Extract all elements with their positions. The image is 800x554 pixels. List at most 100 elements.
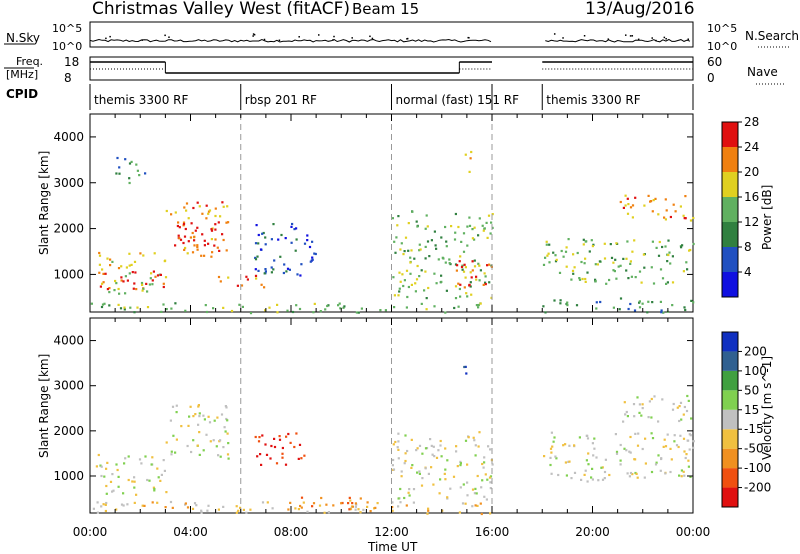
range-cell bbox=[445, 289, 448, 292]
range-cell bbox=[264, 309, 267, 312]
range-cell bbox=[435, 456, 439, 459]
range-cell bbox=[366, 505, 369, 508]
range-cell bbox=[98, 271, 101, 274]
range-cell bbox=[565, 246, 568, 249]
range-cell bbox=[491, 463, 494, 466]
range-cell bbox=[165, 308, 168, 311]
range-cell bbox=[592, 243, 595, 246]
range-cell bbox=[545, 243, 548, 246]
range-cell bbox=[612, 261, 615, 264]
power-ylabel: Slant Range [km] bbox=[37, 151, 51, 255]
range-cell bbox=[133, 501, 136, 504]
range-cell bbox=[593, 437, 596, 440]
time-axis-ticks: 00:00 04:00 08:00 12:00 16:00 20:00 00:00 bbox=[73, 525, 711, 539]
range-cell bbox=[393, 294, 396, 297]
colorbar-tick-label: 8 bbox=[744, 240, 752, 254]
range-cell bbox=[187, 217, 190, 220]
range-cell bbox=[636, 476, 639, 479]
range-cell bbox=[565, 474, 568, 477]
velocity-ylabel: Slant Range [km] bbox=[37, 354, 51, 458]
range-cell bbox=[623, 401, 626, 404]
range-cell bbox=[198, 431, 201, 434]
range-cell bbox=[491, 213, 494, 216]
range-cell bbox=[403, 496, 406, 500]
range-cell bbox=[596, 263, 599, 266]
range-cell bbox=[407, 249, 410, 252]
range-cell bbox=[684, 456, 687, 460]
range-cell bbox=[136, 169, 139, 172]
range-cell bbox=[154, 275, 157, 278]
range-cell bbox=[230, 309, 234, 313]
range-cell bbox=[689, 475, 692, 478]
y-tick-label: 3000 bbox=[53, 176, 84, 190]
range-cell bbox=[638, 301, 641, 304]
range-cell bbox=[454, 285, 458, 288]
nsky-label: N.Sky bbox=[6, 31, 40, 45]
colorbar-tick-label: -50 bbox=[744, 442, 764, 456]
range-cell bbox=[682, 413, 685, 416]
range-cell bbox=[226, 419, 229, 422]
range-cell bbox=[162, 459, 165, 462]
colorbar-swatch bbox=[722, 468, 738, 488]
range-cell bbox=[109, 264, 112, 267]
range-cell bbox=[650, 416, 653, 419]
range-cell bbox=[225, 249, 228, 252]
range-cell bbox=[552, 251, 555, 254]
range-cell bbox=[622, 257, 625, 260]
range-cell bbox=[254, 258, 258, 261]
range-cell bbox=[462, 232, 466, 235]
time-axis-label: Time UT bbox=[367, 540, 418, 554]
range-cell bbox=[587, 452, 590, 455]
range-cell bbox=[427, 472, 430, 475]
range-cell bbox=[298, 307, 302, 311]
range-cell bbox=[466, 295, 469, 298]
nsky-tick-top: 10^5 bbox=[52, 22, 82, 35]
range-cell bbox=[395, 236, 398, 239]
range-cell bbox=[682, 270, 685, 273]
colorbar-swatch bbox=[722, 272, 738, 297]
range-cell bbox=[675, 444, 679, 447]
range-cell bbox=[626, 212, 630, 215]
nsearch-dot bbox=[607, 38, 610, 40]
range-cell bbox=[570, 278, 573, 281]
range-cell bbox=[325, 503, 328, 506]
range-cell bbox=[306, 510, 309, 513]
range-cell bbox=[178, 226, 181, 229]
range-cell bbox=[412, 488, 416, 491]
range-cell bbox=[216, 416, 219, 419]
range-cell bbox=[638, 306, 642, 309]
range-cell bbox=[671, 281, 675, 284]
range-cell bbox=[207, 504, 210, 507]
range-cell bbox=[203, 418, 206, 421]
range-cell bbox=[418, 444, 422, 447]
nsearch-dot bbox=[105, 37, 107, 40]
range-cell bbox=[478, 264, 481, 267]
colorbar-swatch bbox=[722, 409, 738, 430]
range-cell bbox=[650, 266, 653, 269]
range-cell bbox=[421, 452, 424, 455]
range-cell bbox=[475, 278, 478, 281]
range-cell bbox=[132, 287, 135, 290]
range-cell bbox=[226, 432, 229, 435]
range-cell bbox=[457, 282, 460, 285]
range-cell bbox=[193, 502, 197, 505]
range-cell bbox=[484, 281, 487, 284]
range-cell bbox=[583, 262, 586, 265]
range-cell bbox=[418, 275, 421, 278]
range-cell bbox=[685, 409, 689, 413]
range-cell bbox=[489, 448, 492, 451]
range-cell bbox=[485, 221, 488, 224]
range-cell bbox=[376, 502, 379, 505]
range-cell bbox=[217, 508, 220, 511]
range-cell bbox=[302, 501, 305, 504]
range-cell bbox=[444, 225, 447, 229]
range-cell bbox=[351, 505, 354, 508]
nsearch-dot bbox=[663, 36, 666, 39]
range-cell bbox=[598, 260, 601, 263]
range-cell bbox=[146, 478, 149, 482]
range-cell bbox=[117, 475, 120, 478]
range-cell bbox=[619, 264, 622, 267]
range-cell bbox=[115, 463, 118, 466]
range-cell bbox=[150, 463, 153, 466]
range-cell bbox=[105, 484, 108, 488]
